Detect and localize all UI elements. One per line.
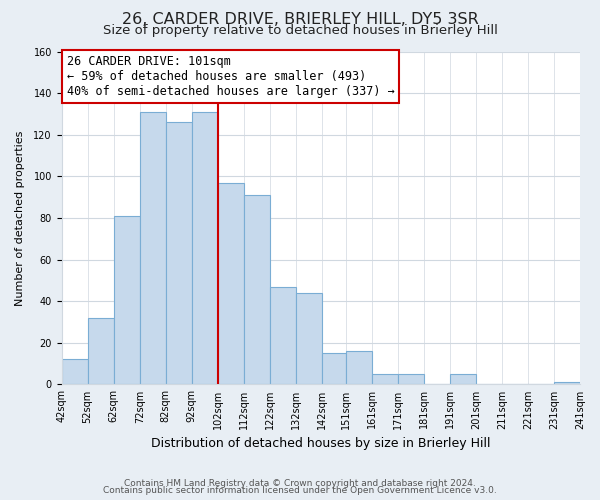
- Bar: [371, 374, 398, 384]
- Bar: [166, 122, 192, 384]
- X-axis label: Distribution of detached houses by size in Brierley Hill: Distribution of detached houses by size …: [151, 437, 491, 450]
- Bar: [322, 353, 346, 384]
- Bar: [346, 351, 371, 384]
- Bar: [113, 216, 140, 384]
- Text: Size of property relative to detached houses in Brierley Hill: Size of property relative to detached ho…: [103, 24, 497, 37]
- Bar: [140, 112, 166, 384]
- Text: Contains public sector information licensed under the Open Government Licence v3: Contains public sector information licen…: [103, 486, 497, 495]
- Bar: [270, 286, 296, 384]
- Text: 26, CARDER DRIVE, BRIERLEY HILL, DY5 3SR: 26, CARDER DRIVE, BRIERLEY HILL, DY5 3SR: [122, 12, 478, 28]
- Y-axis label: Number of detached properties: Number of detached properties: [15, 130, 25, 306]
- Bar: [62, 360, 88, 384]
- Bar: [554, 382, 580, 384]
- Bar: [398, 374, 424, 384]
- Bar: [450, 374, 476, 384]
- Bar: [244, 195, 270, 384]
- Bar: [296, 293, 322, 384]
- Text: 26 CARDER DRIVE: 101sqm
← 59% of detached houses are smaller (493)
40% of semi-d: 26 CARDER DRIVE: 101sqm ← 59% of detache…: [67, 55, 394, 98]
- Bar: [88, 318, 113, 384]
- Bar: [192, 112, 218, 384]
- Text: Contains HM Land Registry data © Crown copyright and database right 2024.: Contains HM Land Registry data © Crown c…: [124, 478, 476, 488]
- Bar: [218, 182, 244, 384]
